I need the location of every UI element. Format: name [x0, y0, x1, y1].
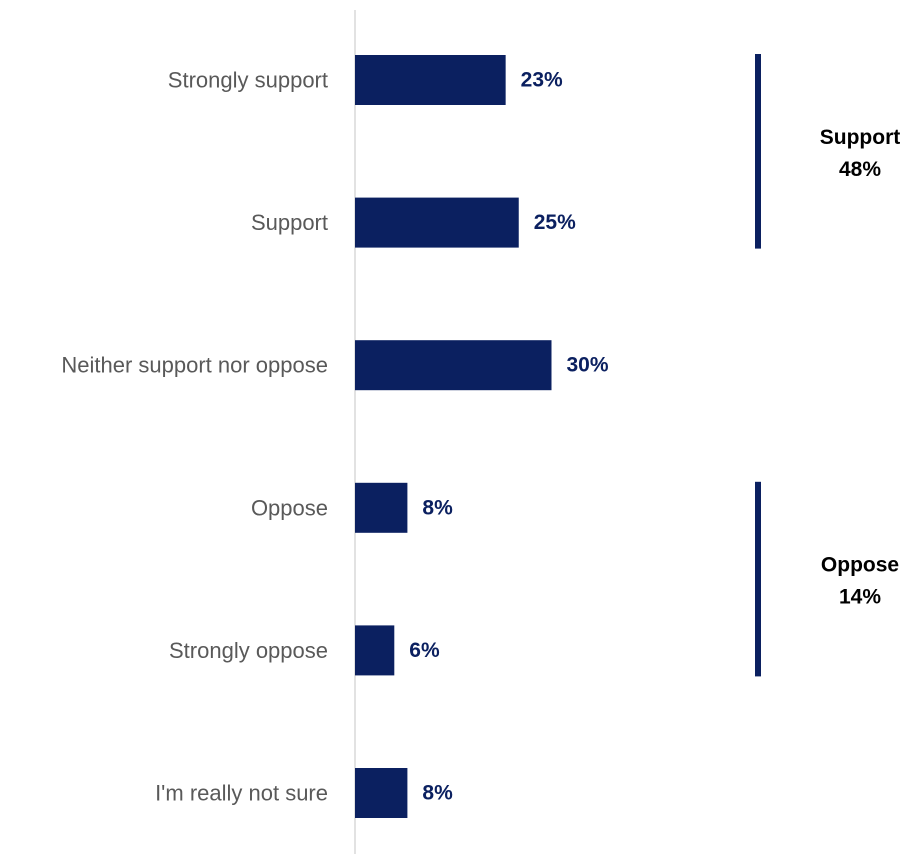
- category-label: Support: [251, 210, 328, 235]
- category-label: Strongly oppose: [169, 638, 328, 663]
- group-value-label: 14%: [839, 586, 881, 609]
- group-brackets: Support 48% Oppose 14%: [755, 54, 900, 677]
- bar: [355, 197, 519, 248]
- group-bracket: [755, 481, 761, 677]
- category-label: Strongly support: [168, 68, 328, 93]
- bar: [355, 340, 552, 391]
- value-label: 23%: [521, 69, 563, 92]
- bar: [355, 482, 408, 533]
- value-label: 8%: [422, 782, 453, 805]
- group-bracket: [755, 54, 761, 249]
- category-label: I'm really not sure: [155, 781, 328, 806]
- group-value-label: 48%: [839, 158, 881, 181]
- value-label: 8%: [422, 496, 453, 519]
- group-name-label: Support: [820, 126, 900, 149]
- bars: Strongly support 23% Support 25% Neither sup…: [61, 55, 609, 818]
- value-label: 30%: [567, 354, 609, 377]
- category-label: Neither support nor oppose: [61, 353, 328, 378]
- category-label: Oppose: [251, 495, 328, 520]
- bar: [355, 625, 395, 676]
- group-name-label: Oppose: [821, 554, 899, 577]
- bar: [355, 768, 408, 818]
- value-label: 6%: [409, 639, 440, 662]
- bar: [355, 55, 506, 105]
- value-label: 25%: [534, 211, 576, 234]
